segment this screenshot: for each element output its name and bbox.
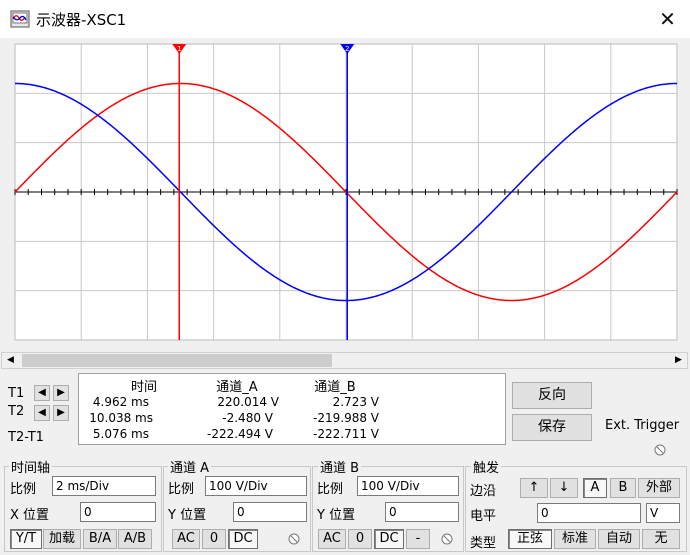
trigger-normal-button[interactable]: 标准	[554, 529, 596, 549]
channel-a-ypos-label: Y 位置	[168, 508, 207, 523]
cursor-label-t1: 1	[177, 45, 181, 53]
timebase-scale-field[interactable]: 2 ms/Div	[52, 476, 156, 496]
t2-left-arrow-icon[interactable]: ◀	[34, 405, 50, 421]
channel-a-group	[163, 466, 311, 552]
t1-time: 4.962 ms	[92, 395, 149, 409]
channel-b-scale-field[interactable]: 100 V/Div	[357, 476, 459, 496]
channel-b-trace	[14, 82, 678, 302]
trigger-source-a-button[interactable]: A	[583, 478, 607, 498]
header-channel-a: 通道_A	[216, 380, 258, 395]
save-button[interactable]: 保存	[512, 414, 592, 441]
channel-b-ypos-field[interactable]: 0	[385, 502, 459, 522]
diff-channel-a: -222.494 V	[207, 427, 273, 441]
scroll-left-icon[interactable]: ◀	[7, 355, 14, 365]
channel-a-scale-field[interactable]: 100 V/Div	[205, 476, 307, 496]
t2-right-arrow-icon[interactable]: ▶	[53, 405, 69, 421]
load-mode-button[interactable]: 加载	[43, 529, 81, 549]
trigger-type-label: 类型	[470, 536, 497, 551]
timebase-group	[4, 466, 162, 552]
trigger-source-ext-button[interactable]: 外部	[638, 478, 680, 498]
channel-a-zero-button[interactable]: 0	[202, 529, 226, 549]
t2-channel-a: -2.480 V	[222, 411, 273, 425]
channel-b-group	[312, 466, 464, 552]
t2-time: 10.038 ms	[89, 411, 153, 425]
channel-b-ac-button[interactable]: AC	[318, 529, 346, 549]
channel-a-dc-button[interactable]: DC	[228, 529, 258, 549]
rising-edge-icon: ↑	[528, 480, 540, 495]
falling-edge-icon: ↓	[558, 480, 570, 495]
trigger-level-field[interactable]: 0	[537, 503, 641, 523]
cursor-diff-label: T2-T1	[8, 430, 44, 445]
channel-b-title: 通道 B	[318, 457, 362, 476]
diff-time: 5.076 ms	[92, 427, 149, 441]
channel-b-ypos-label: Y 位置	[317, 508, 356, 523]
t1-left-arrow-icon[interactable]: ◀	[34, 385, 50, 401]
a-over-b-button[interactable]: A/B	[118, 529, 152, 549]
t1-channel-b: 2.723 V	[332, 395, 379, 409]
cursor-marker-t2	[340, 44, 355, 54]
trigger-edge-label: 边沿	[470, 484, 497, 499]
trigger-sine-button[interactable]: 正弦	[508, 529, 552, 549]
trigger-level-unit[interactable]: V	[646, 503, 680, 523]
trigger-title: 触发	[471, 457, 502, 476]
header-time: 时间	[130, 380, 157, 395]
reverse-button[interactable]: 反向	[512, 382, 592, 409]
b-over-a-button[interactable]: B/A	[83, 529, 117, 549]
channel-b-invert-button[interactable]: -	[406, 529, 430, 549]
channel-a-ac-button[interactable]: AC	[172, 529, 200, 549]
window-title: 示波器-XSC1	[36, 11, 127, 29]
cursor-label-t2: 2	[345, 45, 349, 53]
channel-a-ypos-field[interactable]: 0	[233, 502, 307, 522]
t2-channel-b: -219.988 V	[313, 411, 379, 425]
channel-a-trace	[14, 82, 678, 302]
x-position-label: X 位置	[10, 508, 50, 523]
channel-a-scale-label: 比例	[168, 482, 195, 497]
scroll-thumb[interactable]	[22, 354, 332, 367]
trigger-group	[465, 466, 687, 552]
channel-a-terminal-icon[interactable]	[287, 532, 301, 546]
cursor-marker-t1	[172, 44, 187, 54]
horizontal-scrollbar[interactable]: ◀ ▶	[1, 352, 688, 369]
trigger-auto-button[interactable]: 自动	[598, 529, 640, 549]
cursor-t2-label: T2	[8, 404, 25, 419]
rising-edge-button[interactable]: ↑	[520, 478, 548, 498]
trigger-none-button[interactable]: 无	[642, 529, 680, 549]
trigger-source-b-button[interactable]: B	[610, 478, 636, 498]
close-icon[interactable]: ✕	[659, 7, 676, 31]
ext-trigger-terminal-icon[interactable]	[653, 443, 667, 457]
channel-b-dc-button[interactable]: DC	[374, 529, 404, 549]
t1-channel-a: 220.014 V	[217, 395, 279, 409]
timebase-title: 时间轴	[9, 457, 53, 476]
t1-right-arrow-icon[interactable]: ▶	[53, 385, 69, 401]
channel-b-zero-button[interactable]: 0	[348, 529, 372, 549]
title-bar: 示波器-XSC1 ✕	[0, 0, 690, 38]
falling-edge-button[interactable]: ↓	[550, 478, 578, 498]
trigger-level-label: 电平	[470, 509, 497, 524]
header-channel-b: 通道_B	[314, 380, 356, 395]
cursor-t1-label: T1	[8, 386, 25, 401]
ext-trigger-label: Ext. Trigger	[605, 418, 680, 433]
x-position-field[interactable]: 0	[80, 502, 156, 522]
diff-channel-b: -222.711 V	[313, 427, 379, 441]
scroll-right-icon[interactable]: ▶	[675, 355, 682, 365]
channel-b-scale-label: 比例	[317, 482, 344, 497]
yt-mode-button[interactable]: Y/T	[10, 529, 42, 549]
measurement-readout: 时间 通道_A 通道_B 4.962 ms 220.014 V 2.723 V …	[78, 373, 506, 445]
oscilloscope-icon	[10, 10, 30, 28]
channel-a-title: 通道 A	[168, 457, 212, 476]
timebase-scale-label: 比例	[10, 482, 37, 497]
channel-b-terminal-icon[interactable]	[440, 532, 454, 546]
